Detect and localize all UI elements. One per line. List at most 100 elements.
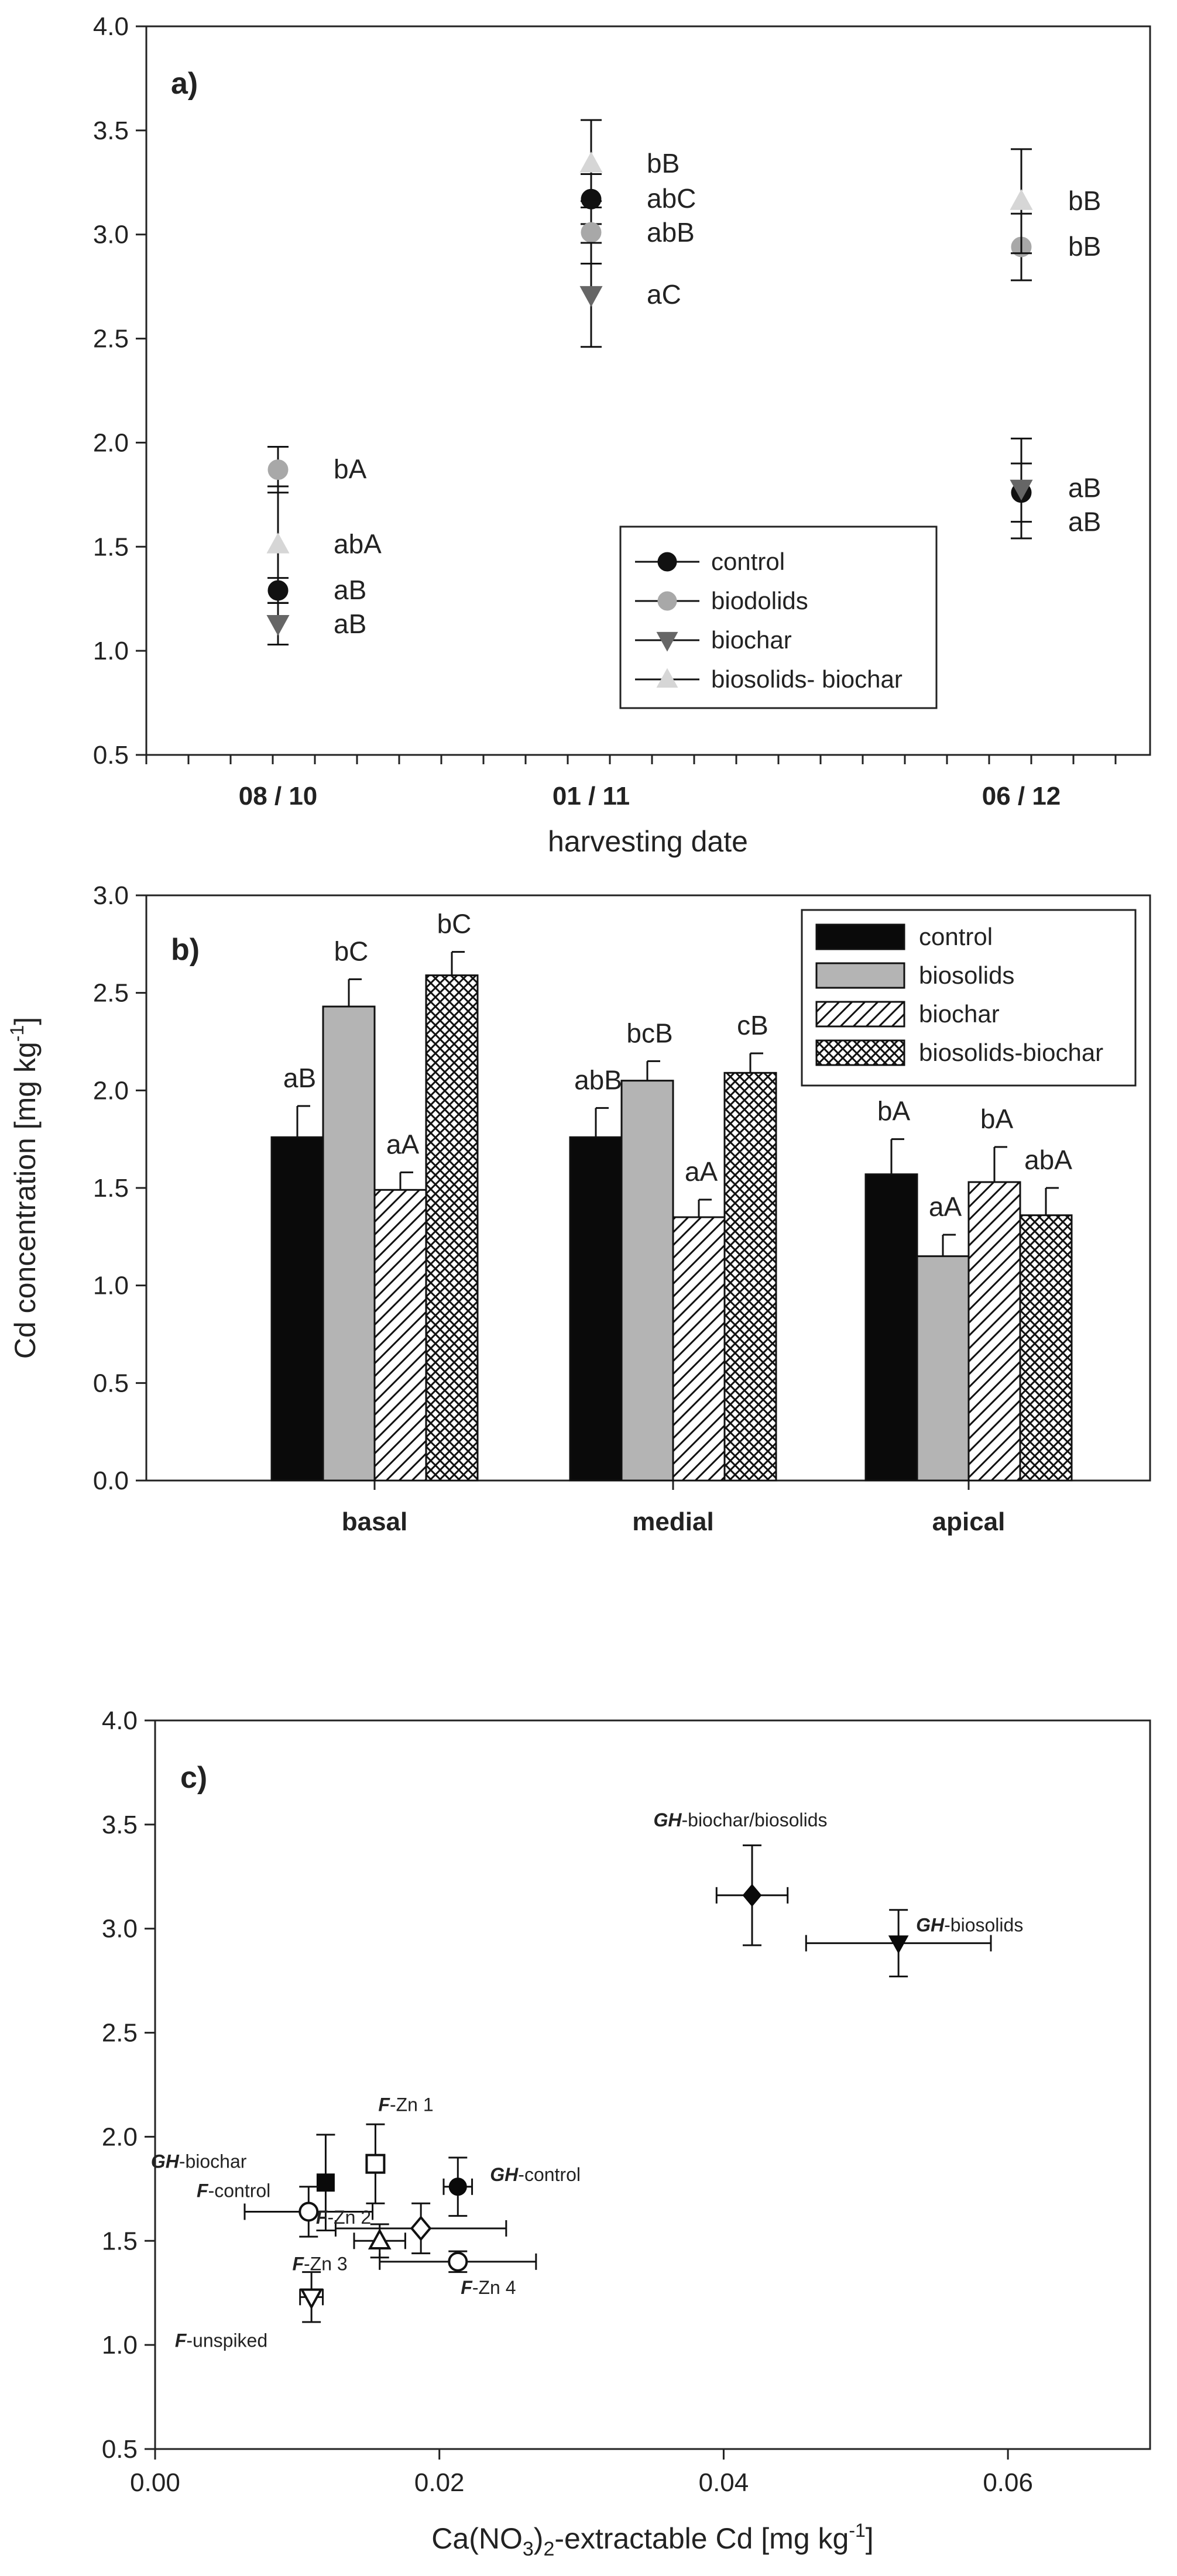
panel-a-significance-label: bB <box>1068 231 1101 262</box>
panel-c-point-label: GH-biochar <box>151 2151 247 2172</box>
panel-b-significance-label: abB <box>574 1064 622 1095</box>
panel-b-legend-label: biosolids-biochar <box>919 1039 1103 1066</box>
panel-b-y-tick-label: 2.0 <box>93 1076 129 1105</box>
panel-b-significance-label: bA <box>877 1096 911 1126</box>
panel-c-y-tick-label: 2.0 <box>102 2122 138 2151</box>
panel-c-x-axis-title: Ca(NO3)2-extractable Cd [mg kg-1] <box>431 2520 873 2560</box>
panel-c-y-tick-label: 3.5 <box>102 1811 138 1839</box>
panel-b-significance-label: aA <box>685 1156 718 1187</box>
panel-c-x-tick-label: 0.06 <box>983 2468 1033 2497</box>
panel-b-bar-control <box>270 1136 324 1482</box>
panel-c-y-tick-label: 1.5 <box>102 2227 138 2255</box>
panel-a-point-biodolids <box>581 222 602 243</box>
panel-b-significance-label: bC <box>437 909 472 939</box>
panel-c-y-tick-label: 2.5 <box>102 2019 138 2048</box>
panel-a-legend-label: biodolids <box>711 587 808 614</box>
panel-b-bar-biochar <box>672 1216 726 1482</box>
panel-a-legend-marker <box>657 591 677 611</box>
panel-a-legend-marker <box>656 631 678 652</box>
panel-c-point-marker <box>448 2251 468 2272</box>
panel-a-point-biosolids--biochar <box>266 533 290 554</box>
panel-b-error-bar <box>1045 1187 1059 1215</box>
panel-a-y-tick-label: 0.5 <box>93 741 129 770</box>
panel-b-x-category-label: apical <box>932 1507 1006 1536</box>
panel-c-point-label: F-Zn 2 <box>316 2207 371 2228</box>
panel-c-x-tick-label: 0.00 <box>130 2468 180 2497</box>
panel-a-significance-label: abA <box>334 529 382 559</box>
panel-b-y-tick-label: 1.0 <box>93 1272 129 1300</box>
panel-c-label: c) <box>180 1761 207 1795</box>
panel-c-y-tick-label: 4.0 <box>102 1706 138 1735</box>
panel-b-error-bar <box>399 1171 413 1190</box>
panel-a-point-biochar <box>579 286 603 307</box>
panel-c-point-marker <box>298 2201 319 2222</box>
panel-b-error-bar <box>890 1138 904 1174</box>
panel-c-y-tick-label: 1.0 <box>102 2331 138 2359</box>
panel-c-y-axis: 0.5 1.0 1.5 2.0 2.5 3.0 3.5 4.0 <box>102 1706 155 2464</box>
panel-b-y-tick-label: 2.5 <box>93 979 129 1008</box>
panel-a-point-biodolids <box>267 459 289 480</box>
panel-a-y-axis: 0.5 1.0 1.5 2.0 2.5 3.0 3.5 4.0 <box>93 12 146 770</box>
panel-b-y-axis-title: Cd concentration [mg kg-1] <box>6 1017 42 1359</box>
panel-c-point-label: F-Zn 3 <box>292 2253 347 2274</box>
panel-b-bar-biosolids-biochar <box>723 1071 777 1482</box>
panel-b-bar-control <box>569 1136 623 1482</box>
panel-a-legend-label: biochar <box>711 626 792 654</box>
panel-b-significance-label: bcB <box>626 1018 672 1048</box>
panel-a-y-tick-label: 1.0 <box>93 637 129 665</box>
panel-a-significance-label: abB <box>647 217 695 248</box>
panel-b-x-category-label: medial <box>632 1507 713 1536</box>
panel-a-significance-label: bB <box>647 148 680 178</box>
panel-a-legend-label: biosolids- biochar <box>711 665 903 693</box>
panel-c-point-label: F-unspiked <box>175 2330 267 2351</box>
panel-a-x-axis-title: harvesting date <box>548 825 748 858</box>
panel-a-x-category-label: 08 / 10 <box>239 782 318 810</box>
panel-a-significance-label: aC <box>647 279 681 310</box>
panel-a-label: a) <box>171 67 198 101</box>
panel-b-error-bar <box>348 978 362 1007</box>
panel-a-legend-label: control <box>711 548 785 575</box>
panel-a-y-tick-label: 2.0 <box>93 428 129 457</box>
panel-a-legend-marker <box>656 668 678 688</box>
panel-c-point-marker <box>300 2288 324 2310</box>
panel-a-y-tick-label: 4.0 <box>93 12 129 41</box>
panel-a-significance-label: aB <box>334 609 366 639</box>
panel-b-error-bar <box>749 1052 763 1073</box>
panel-b-legend-swatch <box>815 1039 905 1066</box>
panel-b-error-bar <box>942 1234 956 1256</box>
panel-a-significance-label: bB <box>1068 186 1101 216</box>
panel-b-error-bar <box>451 951 465 976</box>
panel-b-bar-biosolids <box>620 1080 674 1482</box>
panel-b-y-tick-label: 0.0 <box>93 1466 129 1495</box>
panel-a-x-category-label: 06 / 12 <box>982 782 1061 810</box>
panel-b-error-bar <box>993 1146 1007 1182</box>
panel-c-point-label: F-Zn 1 <box>378 2094 433 2115</box>
panel-b-significance-label: aA <box>929 1191 962 1222</box>
panel-b-legend: control biosolids biochar biosolids-biochar <box>801 909 1137 1087</box>
panel-b-x-category-label: basal <box>342 1507 408 1536</box>
panel-b-bar-biosolids-biochar <box>425 974 479 1482</box>
panel-c-point-marker <box>448 2177 467 2196</box>
panel-b-legend-label: biosolids <box>919 961 1014 989</box>
panel-b-error-bar <box>698 1198 712 1217</box>
panel-b-significance-label: aA <box>386 1129 420 1159</box>
panel-b-error-bar <box>646 1060 660 1081</box>
panel-b-significance-label: bC <box>334 936 369 966</box>
panel-a-legend-marker <box>657 552 677 572</box>
panel-b-chart: 0.00.51.01.52.02.53.0 basal medial apical … <box>6 881 1151 1536</box>
panel-a-x-category-label: 01 / 11 <box>553 782 630 810</box>
panel-c-x-axis: 0.00 0.02 0.04 0.06 <box>130 2449 1033 2497</box>
panel-a-significance-label: aB <box>1068 507 1101 537</box>
panel-b-error-bar <box>296 1105 310 1138</box>
panel-a-chart: 0.51.01.52.02.53.03.54.0 08 / 10 01 / 11 0… <box>93 12 1151 858</box>
panel-c-point-label: F-Zn 4 <box>461 2277 516 2298</box>
panel-c-point-marker <box>365 2153 386 2174</box>
panel-c-point-label: GH-biochar/biosolids <box>653 1809 827 1830</box>
panel-a-point-biochar <box>1010 479 1033 501</box>
panel-b-label: b) <box>171 933 200 967</box>
panel-b-legend-label: biochar <box>919 1000 1000 1028</box>
panel-b-bar-control <box>864 1173 918 1482</box>
panel-a-y-tick-label: 3.0 <box>93 221 129 249</box>
